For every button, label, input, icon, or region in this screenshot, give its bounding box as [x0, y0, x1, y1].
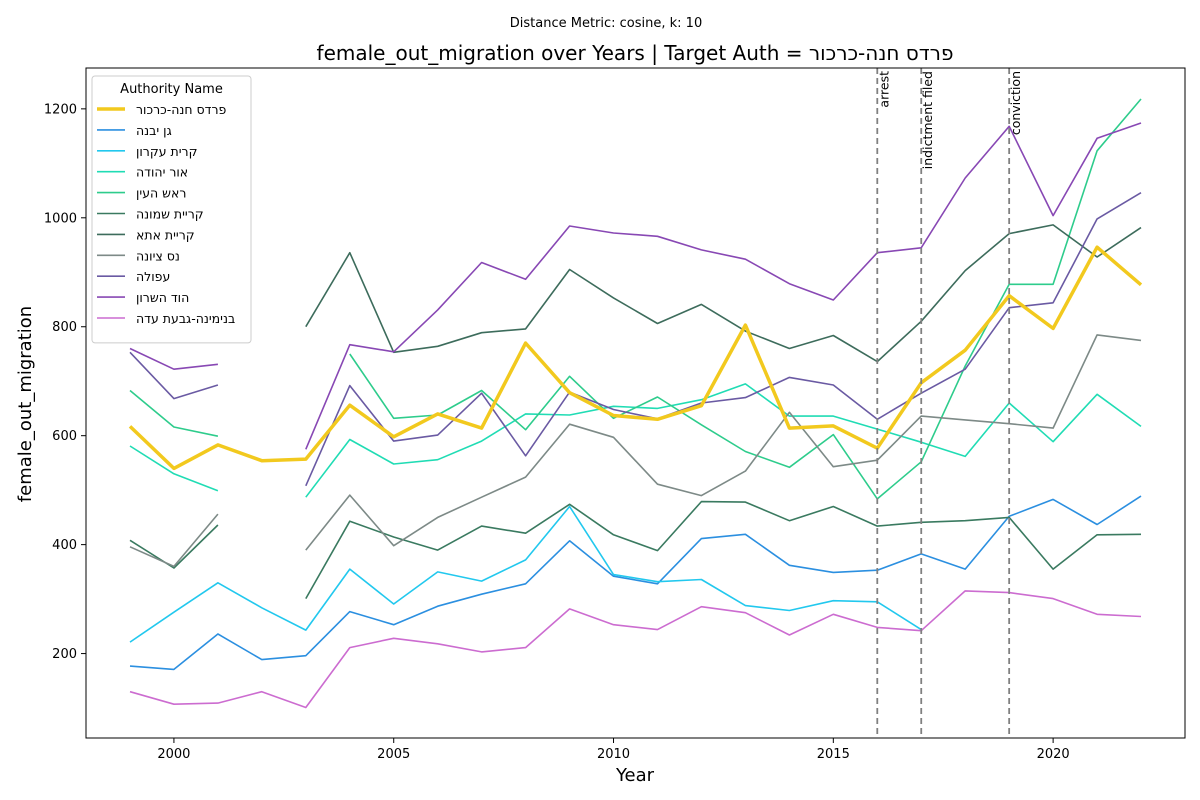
y-tick-label-4: 1000 [44, 211, 77, 226]
series-line-10 [129, 590, 1142, 709]
x-tick-label-3: 2015 [817, 747, 850, 762]
series-line-6 [305, 224, 1142, 363]
series-line-3 [129, 383, 1142, 498]
plot-area: arrest indictment filed conviction 2000 2005… [44, 67, 1186, 762]
x-tick-label-4: 2020 [1037, 747, 1070, 762]
legend-label-3: אור יהודה [136, 165, 188, 180]
legend-label-7: נס ציונה [136, 248, 180, 263]
y-tick-label-3: 800 [52, 320, 77, 335]
legend-label-4: ראש העין [136, 186, 186, 201]
series-line-7 [129, 334, 1142, 568]
event-label-1: indictment filed [920, 71, 935, 169]
legend-label-8: עפולה [136, 269, 170, 284]
legend-label-9: הוד השרון [136, 290, 189, 305]
series-line-5 [129, 500, 1142, 599]
chart-title: female_out_migration over Years | Target… [317, 41, 954, 65]
x-tick-label-0: 2000 [157, 747, 190, 762]
plot-frame [85, 67, 1186, 739]
legend: Authority Name פרדס חנה-כרכור גן יבנה קרית … [91, 75, 252, 344]
legend-label-0: פרדס חנה-כרכור [136, 102, 227, 117]
series-line-4 [129, 98, 1142, 500]
x-tick-label-2: 2010 [597, 747, 630, 762]
event-label-2: conviction [1008, 71, 1023, 135]
series-line-8 [129, 192, 1142, 487]
y-tick-label-1: 400 [52, 538, 77, 553]
y-tick-label-0: 200 [52, 647, 77, 662]
chart-suptitle: Distance Metric: cosine, k: 10 [510, 16, 702, 31]
legend-title: Authority Name [120, 82, 223, 97]
y-tick-label-5: 1200 [44, 102, 77, 117]
legend-label-10: בנימינה-גבעת עדה [136, 311, 235, 326]
series-line-0 [128, 245, 1143, 471]
legend-label-2: קרית עקרון [136, 144, 197, 159]
y-axis-title: female_out_migration [15, 306, 36, 502]
event-label-0: arrest [876, 71, 891, 108]
y-tick-label-2: 600 [52, 429, 77, 444]
series-line-9 [129, 122, 1142, 450]
x-axis-title: Year [615, 765, 655, 786]
legend-box [91, 75, 252, 344]
x-tick-label-1: 2005 [377, 747, 410, 762]
series-line-2 [129, 505, 922, 643]
legend-label-6: קריית אתא [136, 227, 195, 242]
legend-label-1: גן יבנה [136, 123, 172, 138]
series-line-1 [129, 495, 1142, 671]
legend-label-5: קריית שמונה [136, 207, 204, 222]
